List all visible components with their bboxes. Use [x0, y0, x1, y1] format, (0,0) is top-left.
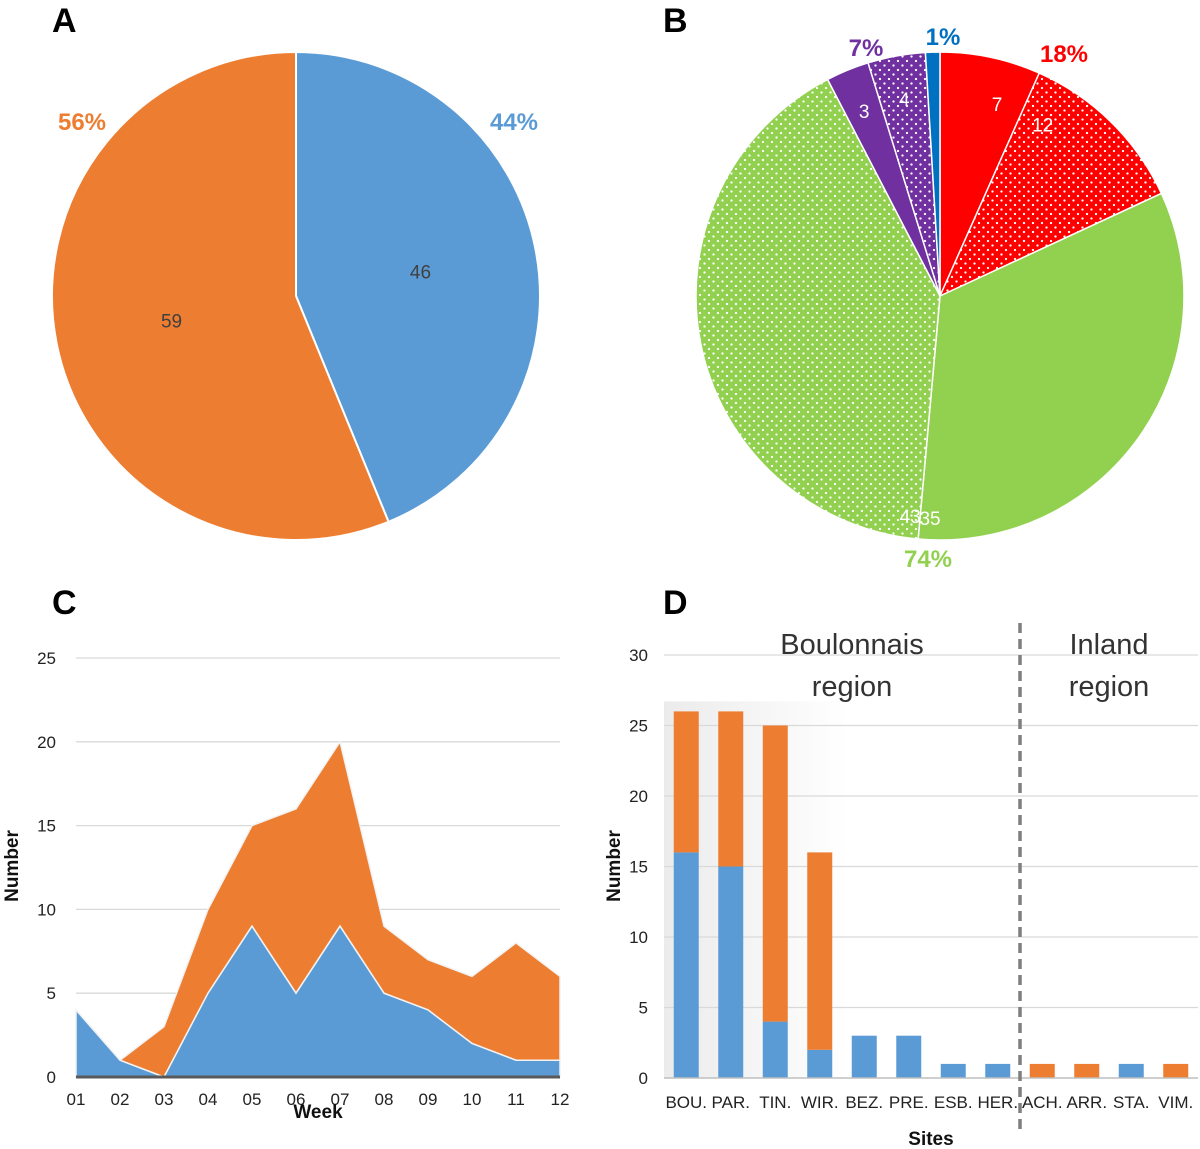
- x-tick-label-d-her: HER.: [977, 1093, 1018, 1112]
- pie-a-pct-label-blue: 44%: [490, 109, 538, 136]
- pie-b-count-label-purple-solid: 3: [859, 102, 870, 123]
- bar-d-vim-orange: [1163, 1063, 1189, 1078]
- x-tick-label-c-10: 10: [463, 1090, 482, 1109]
- x-tick-label-d-ach: ACH.: [1022, 1093, 1063, 1112]
- x-tick-label-d-wir: WIR.: [801, 1093, 839, 1112]
- y-tick-label-d-15: 15: [629, 858, 648, 877]
- y-tick-label-d-25: 25: [629, 717, 648, 736]
- x-tick-label-d-tin: TIN.: [759, 1093, 791, 1112]
- bar-d-bou-orange: [673, 711, 699, 853]
- x-tick-label-d-bez: BEZ.: [845, 1093, 883, 1112]
- panel-label-c: C: [52, 584, 77, 622]
- pie-b-count-label-purple-dotted: 4: [899, 90, 910, 111]
- region-label-0-line-0: Boulonnais: [780, 629, 924, 661]
- bar-d-wir-blue: [807, 1049, 833, 1078]
- x-axis-title-c: Week: [293, 1102, 343, 1123]
- bar-d-par-orange: [718, 711, 744, 867]
- pie-b-count-label-red-solid: 7: [992, 95, 1003, 116]
- pie-b-group-pct-red: 18%: [1040, 41, 1088, 68]
- y-tick-label-c-0: 0: [47, 1068, 56, 1087]
- y-axis-title-c: Number: [2, 830, 23, 902]
- x-tick-label-d-arr: ARR.: [1066, 1093, 1107, 1112]
- pie-a-pct-label-orange: 56%: [58, 109, 106, 136]
- bar-chart-d: 0 5 10 15 20 25 30 BOU. PAR. TIN. WIR. BEZ. PRE. ESB…: [604, 623, 1198, 1149]
- pie-b-count-label-green-dotted: 43: [900, 507, 921, 528]
- area-c-series-blue: [75, 924, 561, 1078]
- x-tick-label-c-06: 06: [287, 1090, 306, 1109]
- x-tick-label-c-04: 04: [199, 1090, 218, 1109]
- bar-d-tin-orange: [762, 725, 788, 1022]
- region-label-1-line-1: region: [1069, 671, 1150, 703]
- y-tick-label-c-25: 25: [37, 649, 56, 668]
- panel-label-b: B: [663, 2, 688, 40]
- x-tick-label-d-bou: BOU.: [665, 1093, 707, 1112]
- bar-d-arr-orange: [1074, 1063, 1100, 1078]
- x-tick-label-c-03: 03: [155, 1090, 174, 1109]
- y-tick-label-d-20: 20: [629, 787, 648, 806]
- x-tick-label-d-vim: VIM.: [1158, 1093, 1193, 1112]
- pie-b-count-label-red-dotted: 12: [1032, 115, 1053, 136]
- pie-a-count-label-orange: 59: [161, 312, 182, 333]
- x-tick-label-c-01: 01: [67, 1090, 86, 1109]
- y-tick-label-c-15: 15: [37, 817, 56, 836]
- x-tick-label-c-11: 11: [507, 1090, 525, 1109]
- pie-a-count-label-blue: 46: [410, 262, 431, 283]
- y-tick-label-d-10: 10: [629, 928, 648, 947]
- x-tick-label-c-12: 12: [551, 1090, 570, 1109]
- y-tick-label-c-20: 20: [37, 733, 56, 752]
- y-axis-title-d: Number: [604, 830, 625, 902]
- bar-d-sta-blue: [1118, 1063, 1144, 1078]
- x-tick-label-d-esb: ESB.: [934, 1093, 973, 1112]
- y-tick-label-d-5: 5: [639, 999, 648, 1018]
- bar-d-wir-orange: [807, 852, 833, 1050]
- bar-d-bez-blue: [851, 1035, 877, 1078]
- x-tick-label-c-07: 07: [331, 1090, 350, 1109]
- panel-label-d: D: [663, 584, 688, 622]
- bar-d-her-blue: [985, 1063, 1011, 1078]
- y-tick-label-d-30: 30: [629, 646, 648, 665]
- pie-b-count-label-green-solid: 35: [919, 509, 940, 530]
- x-tick-label-c-02: 02: [111, 1090, 130, 1109]
- bar-d-tin-blue: [762, 1021, 788, 1078]
- pie-b-slice-blue-solid: [924, 51, 941, 297]
- pie-b-slice-green-solid: [917, 192, 1185, 541]
- pie-b-pattern-green-dotted: [695, 79, 940, 540]
- pie-a-slice-orange: [51, 50, 390, 541]
- y-tick-label-c-10: 10: [37, 900, 56, 919]
- bar-d-bou-blue: [673, 852, 699, 1078]
- bar-d-par-blue: [718, 866, 744, 1078]
- y-tick-label-d-0: 0: [639, 1069, 648, 1088]
- x-tick-label-d-pre: PRE.: [889, 1093, 929, 1112]
- x-tick-label-c-08: 08: [375, 1090, 394, 1109]
- pie-b-group-pct-blue: 1%: [926, 24, 961, 51]
- bar-d-pre-blue: [896, 1035, 922, 1078]
- pie-b-pattern-red-dotted: [940, 73, 1162, 296]
- region-label-0-line-1: region: [812, 671, 893, 703]
- bar-d-ach-orange: [1029, 1063, 1055, 1078]
- pie-b-pattern-purple-dotted: [868, 52, 940, 296]
- pie-b-group-pct-green: 74%: [904, 546, 952, 573]
- x-tick-label-d-par: PAR.: [712, 1093, 750, 1112]
- x-axis-title-d: Sites: [908, 1129, 953, 1149]
- y-tick-label-c-5: 5: [47, 984, 56, 1003]
- pie-a-slice-blue: [295, 50, 541, 524]
- x-tick-label-c-09: 09: [419, 1090, 438, 1109]
- region-label-1-line-0: Inland: [1069, 629, 1148, 661]
- x-tick-label-c-05: 05: [243, 1090, 262, 1109]
- panel-label-a: A: [52, 2, 77, 40]
- bar-d-esb-blue: [940, 1063, 966, 1078]
- x-tick-label-d-sta: STA.: [1113, 1093, 1150, 1112]
- pie-b-group-pct-purple: 7%: [849, 35, 884, 62]
- pie-chart-a: 46 59 44% 56%: [51, 50, 541, 541]
